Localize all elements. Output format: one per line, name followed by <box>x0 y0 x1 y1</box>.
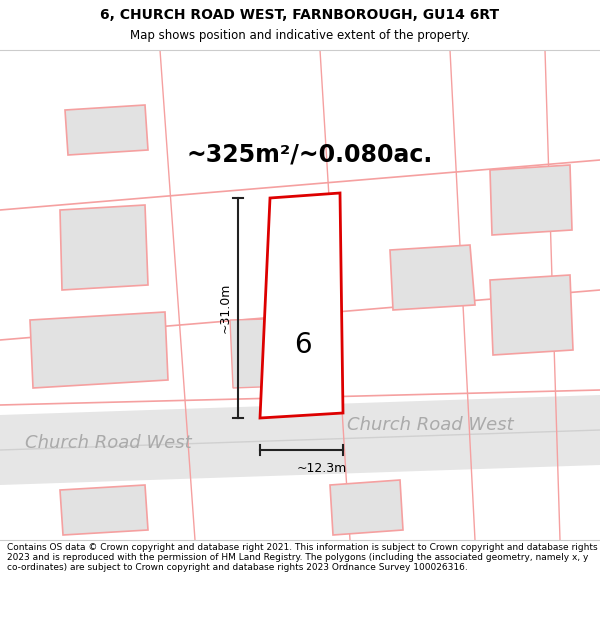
Text: Church Road West: Church Road West <box>25 434 191 452</box>
Text: Contains OS data © Crown copyright and database right 2021. This information is : Contains OS data © Crown copyright and d… <box>7 542 598 572</box>
Text: ~31.0m: ~31.0m <box>218 282 232 333</box>
Polygon shape <box>330 480 403 535</box>
Polygon shape <box>230 318 315 388</box>
Text: Map shows position and indicative extent of the property.: Map shows position and indicative extent… <box>130 29 470 42</box>
Text: ~325m²/~0.080ac.: ~325m²/~0.080ac. <box>187 143 433 167</box>
Text: 6: 6 <box>294 331 312 359</box>
Text: Church Road West: Church Road West <box>347 416 514 434</box>
Text: ~12.3m: ~12.3m <box>296 461 347 474</box>
Polygon shape <box>65 105 148 155</box>
Polygon shape <box>60 485 148 535</box>
Polygon shape <box>390 245 475 310</box>
Polygon shape <box>260 193 343 418</box>
Polygon shape <box>490 165 572 235</box>
Polygon shape <box>30 312 168 388</box>
Polygon shape <box>60 205 148 290</box>
Text: 6, CHURCH ROAD WEST, FARNBOROUGH, GU14 6RT: 6, CHURCH ROAD WEST, FARNBOROUGH, GU14 6… <box>100 8 500 22</box>
Polygon shape <box>0 395 600 485</box>
Polygon shape <box>490 275 573 355</box>
